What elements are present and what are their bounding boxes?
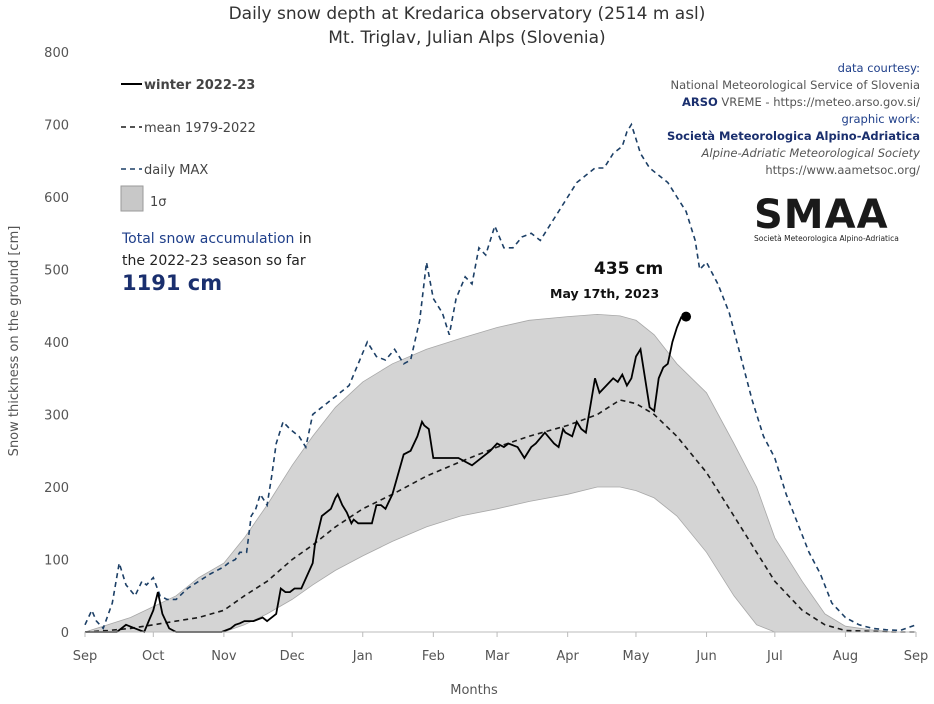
y-tick-label: 400	[44, 336, 69, 351]
x-tick-label: Jul	[766, 649, 783, 664]
credits-box: data courtesy: National Meteorological S…	[667, 60, 920, 179]
x-tick-label: Apr	[556, 649, 579, 664]
x-tick-label: Feb	[422, 649, 445, 664]
y-tick-label: 300	[44, 409, 69, 424]
y-tick-label: 700	[44, 119, 69, 134]
x-tick-label: Jan	[352, 649, 373, 664]
series-winter	[85, 316, 683, 634]
total-line1-label: Total snow accumulation	[122, 231, 295, 247]
y-tick-label: 100	[44, 554, 69, 569]
chart-subtitle: Mt. Triglav, Julian Alps (Slovenia)	[328, 28, 606, 48]
y-tick-label: 500	[44, 264, 69, 279]
legend: winter 2022-23 mean 1979-2022 daily MAX …	[120, 78, 256, 212]
legend-mean-label: mean 1979-2022	[144, 121, 256, 136]
credits-line: ARSO VREME - https://meteo.arso.gov.si/	[667, 94, 920, 111]
x-tick-label: Sep	[73, 649, 98, 664]
y-tick-label: 0	[61, 626, 69, 641]
x-tick-label: Sep	[904, 649, 929, 664]
x-tick-label: Dec	[280, 649, 305, 664]
chart-title: Daily snow depth at Kredarica observator…	[228, 4, 706, 24]
x-tick-label: Oct	[142, 649, 164, 664]
series-daily-max	[84, 122, 917, 632]
legend-winter-label: winter 2022-23	[144, 78, 255, 93]
x-tick-label: Mar	[485, 649, 510, 664]
credits-line: data courtesy:	[837, 61, 920, 75]
x-axis-title: Months	[450, 683, 498, 698]
credits-line: Società Meteorologica Alpino-Adriatica	[666, 129, 920, 143]
latest-point-marker	[681, 311, 692, 322]
series-mean	[84, 399, 916, 633]
y-tick-label: 200	[44, 481, 69, 496]
y-tick-label: 800	[44, 46, 69, 61]
x-tick-label: Jun	[695, 649, 716, 664]
legend-sigma-swatch	[120, 185, 144, 212]
credits-line: https://www.aametsoc.org/	[765, 163, 920, 177]
total-line1: Total snow accumulation in	[122, 228, 312, 250]
credits-line: graphic work:	[841, 112, 920, 126]
y-axis-title: Snow thickness on the ground [cm]	[7, 226, 22, 457]
axes-layer: 0 100 200 300 400 500 600 700 800 Sep Oct Nov Dec Jan…	[44, 46, 928, 664]
annotation-date: May 17th, 2023	[550, 286, 660, 301]
credits-arso: ARSO	[681, 95, 718, 109]
credits-line: Alpine-Adriatic Meteorological Society	[701, 146, 920, 160]
x-tick-label: May	[623, 649, 650, 664]
total-value: 1191 cm	[122, 271, 223, 295]
y-tick-label: 600	[44, 191, 69, 206]
smaa-logo: SMAA Società Meteorologica Alpino-Adriat…	[754, 192, 899, 243]
legend-max-label: daily MAX	[144, 163, 208, 178]
x-tick-label: Nov	[211, 649, 237, 664]
logo-subtitle: Società Meteorologica Alpino-Adriatica	[754, 234, 899, 243]
credits-arso-url: VREME - https://meteo.arso.gov.si/	[717, 95, 920, 109]
credits-line: National Meteorological Service of Slove…	[670, 78, 921, 92]
sigma-band-area	[84, 313, 916, 633]
x-tick-label: Aug	[833, 649, 858, 664]
logo-text: SMAA	[754, 192, 889, 238]
annotation-value: 435 cm	[594, 259, 664, 279]
total-line1-rest: in	[294, 231, 312, 247]
total-accumulation: Total snow accumulation in the 2022-23 s…	[122, 228, 312, 294]
total-line2: the 2022-23 season so far	[122, 253, 306, 269]
legend-sigma-label: 1σ	[150, 195, 167, 210]
lines-layer	[84, 122, 917, 634]
sigma-band	[84, 313, 916, 633]
